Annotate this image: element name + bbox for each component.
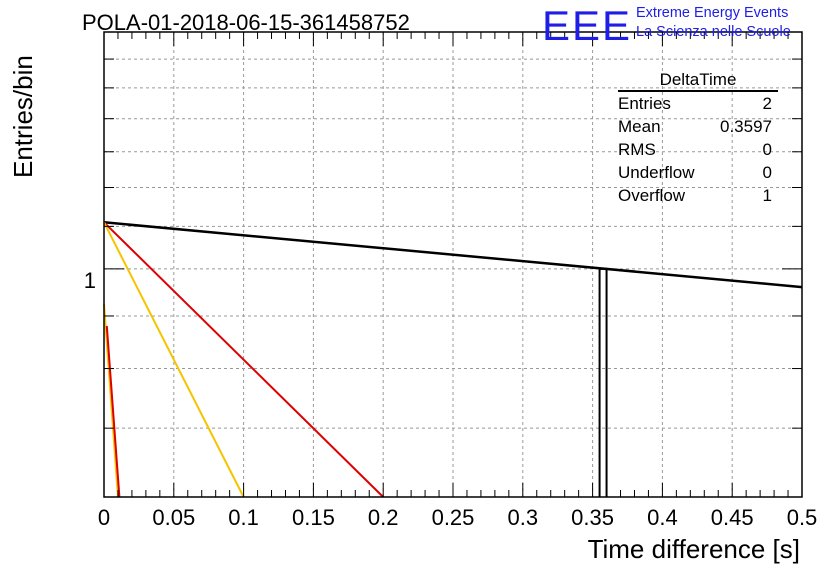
- series-line-3: [103, 303, 119, 498]
- stats-value: 2: [762, 94, 772, 113]
- logo-caption-line2: La Scienza nelle Scuole: [636, 24, 791, 40]
- plot-title: POLA-01-2018-06-15-361458752: [82, 10, 410, 35]
- x-tick-label: 0.4: [647, 505, 678, 530]
- x-tick-label: 0.25: [432, 505, 475, 530]
- stats-title: DeltaTime: [618, 70, 778, 92]
- stats-row-entries: Entries 2: [610, 92, 778, 115]
- logo-caption: Extreme Energy Events La Scienza nelle S…: [636, 4, 791, 42]
- stats-label: Entries: [618, 94, 671, 113]
- grid: [104, 32, 802, 497]
- stats-value: 1: [762, 186, 772, 205]
- series-line-4: [105, 325, 121, 498]
- x-tick-label: 0.2: [368, 505, 399, 530]
- x-axis-label: Time difference [s]: [588, 534, 800, 564]
- x-tick-label: 0.3: [508, 505, 539, 530]
- stats-value: 0.3597: [720, 117, 772, 136]
- x-tick-label: 0.45: [711, 505, 754, 530]
- stats-label: Overflow: [618, 186, 686, 205]
- series-lines: [103, 221, 803, 498]
- series-line-2: [103, 221, 245, 498]
- histogram: [598, 267, 608, 497]
- series-line-1: [103, 221, 384, 498]
- x-tick-label: 0.35: [571, 505, 614, 530]
- stats-value: 0: [762, 140, 772, 159]
- y-tick-label-1: 1: [84, 268, 96, 293]
- x-tick-label: 0.5: [787, 505, 818, 530]
- stats-label: Underflow: [618, 163, 695, 182]
- ticks: 0 0.05 0.1 0.15 0.2 0.25 0.3 0.35 0.4 0.45 0.5: [98, 32, 817, 530]
- stats-row-overflow: Overflow 1: [610, 184, 778, 207]
- histogram-bin: [598, 267, 608, 497]
- series-line-0: [103, 221, 803, 289]
- x-tick-label: 0.1: [228, 505, 259, 530]
- stats-row-underflow: Underflow 0: [610, 161, 778, 184]
- y-axis-label: Entries/bin: [8, 55, 38, 178]
- stats-label: Mean: [618, 117, 661, 136]
- logo-caption-line1: Extreme Energy Events: [636, 5, 789, 21]
- x-tick-label: 0: [98, 505, 110, 530]
- x-tick-label: 0.05: [152, 505, 195, 530]
- stats-row-rms: RMS 0: [610, 138, 778, 161]
- stats-value: 0: [762, 163, 772, 182]
- eee-logo: EEE: [542, 2, 633, 49]
- stats-row-mean: Mean 0.3597: [610, 115, 778, 138]
- stats-label: RMS: [618, 140, 656, 159]
- stats-box: DeltaTime Entries 2 Mean 0.3597 RMS 0 Under…: [610, 70, 778, 207]
- x-tick-label: 0.15: [292, 505, 335, 530]
